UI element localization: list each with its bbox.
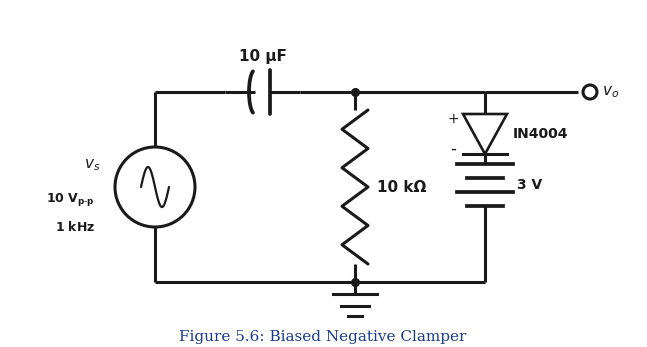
Text: -: -: [450, 140, 456, 158]
Text: +: +: [447, 112, 459, 126]
Text: IN4004: IN4004: [513, 127, 569, 141]
Text: $\boldsymbol{v_o}$: $\boldsymbol{v_o}$: [602, 84, 619, 100]
Text: $\mathbf{10\ V_{p\text{-}p}}$: $\mathbf{10\ V_{p\text{-}p}}$: [47, 191, 95, 208]
Text: 10 kΩ: 10 kΩ: [377, 179, 426, 195]
Text: 10 μF: 10 μF: [239, 49, 287, 64]
Text: 3 V: 3 V: [517, 178, 542, 192]
Text: $\boldsymbol{v_s}$: $\boldsymbol{v_s}$: [83, 157, 100, 173]
Text: $\mathbf{1\ kHz}$: $\mathbf{1\ kHz}$: [55, 220, 95, 234]
Text: Figure 5.6: Biased Negative Clamper: Figure 5.6: Biased Negative Clamper: [179, 330, 466, 344]
